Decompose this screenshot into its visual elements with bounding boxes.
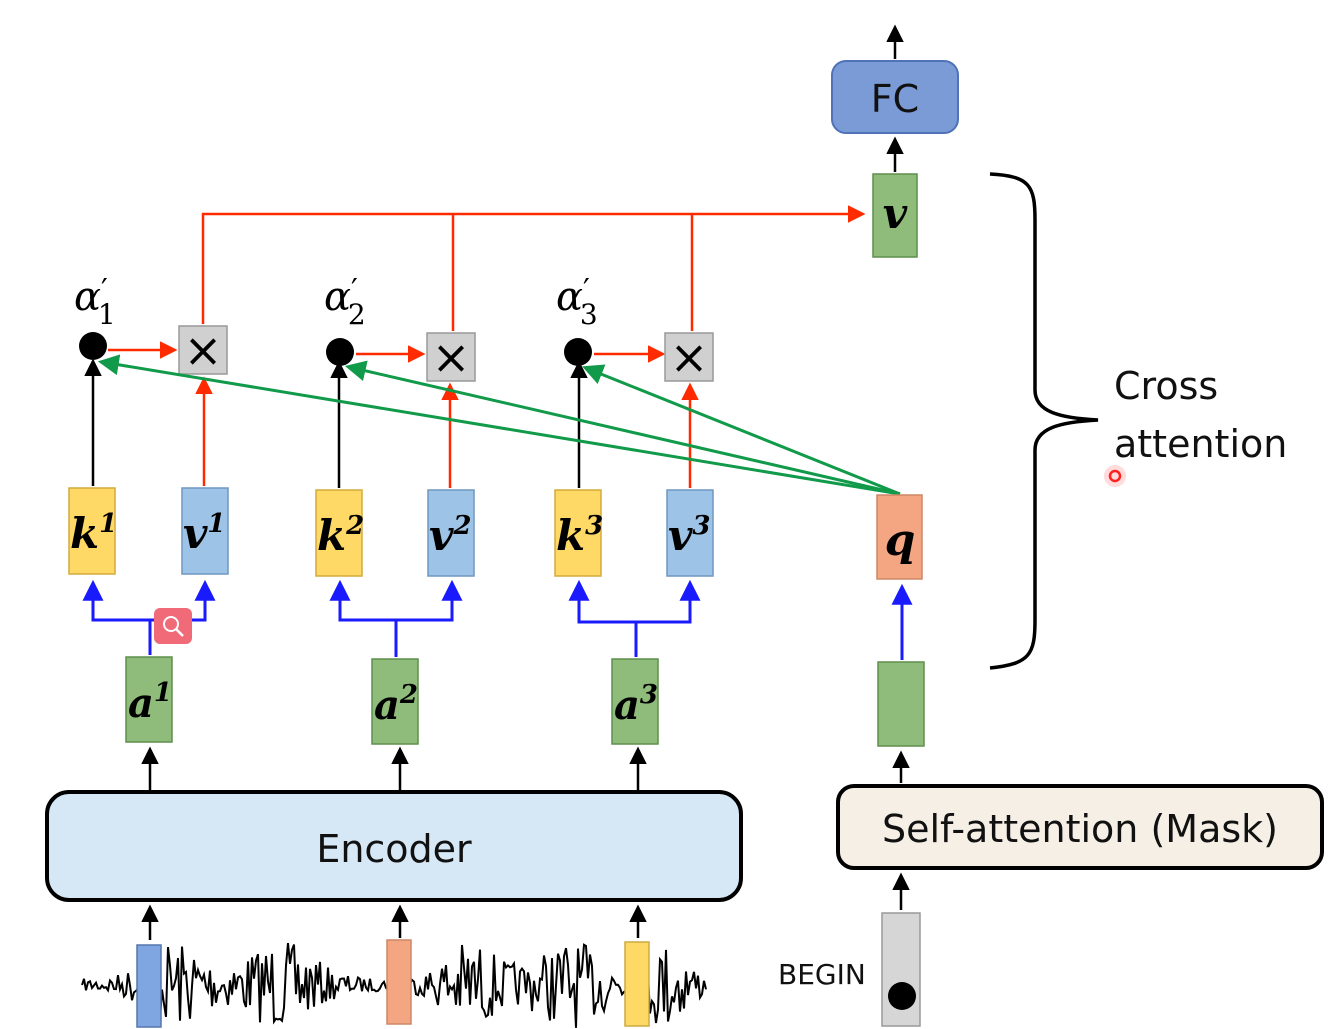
input-frame-2: [386, 939, 412, 1025]
encoder-output-a3: [611, 658, 659, 745]
value-2-label: v2: [429, 511, 472, 560]
key-box-3: [554, 489, 602, 577]
blue-fork-2: [329, 579, 463, 657]
key-2-label: k2: [317, 511, 364, 560]
cross-attention-label-line1: Cross: [1114, 364, 1218, 408]
key-3-label: k3: [556, 511, 603, 560]
begin-label: BEGIN: [778, 958, 866, 991]
pointer-cursor: [1104, 465, 1126, 487]
alpha-dot-1: [79, 332, 107, 360]
value-box-1: [181, 487, 229, 575]
encoder-label: Encoder: [316, 827, 472, 871]
key-box-2: [315, 489, 363, 577]
blue-fork-3: [568, 579, 701, 657]
encoder-box: [45, 790, 743, 902]
begin-dot: [888, 982, 916, 1010]
a3-label: a3: [614, 680, 658, 729]
a2-label: a2: [374, 680, 418, 729]
query-box-q: [876, 494, 923, 580]
value-box-3: [666, 489, 714, 577]
cross-attention-brace: [989, 172, 1099, 670]
fc-label: FC: [871, 77, 919, 121]
fc-box: [831, 60, 959, 134]
encoder-output-a2: [371, 658, 419, 745]
output-vector-v: [872, 173, 918, 258]
alpha-dot-2: [326, 338, 354, 366]
input-frame-1: [136, 944, 162, 1028]
cross-attention-label-line2: attention: [1114, 422, 1287, 466]
alpha-dot-3: [564, 338, 592, 366]
multiply-box-3: [664, 332, 714, 382]
input-frame-3: [624, 941, 650, 1027]
multiply-box-2: [426, 332, 476, 382]
alpha-1-label: α′ 1: [74, 273, 116, 331]
value-3-label: v3: [668, 511, 711, 560]
multiply-icon-3: ×: [670, 330, 709, 384]
weighted-sum-lines: [201, 205, 866, 331]
multiply-box-1: [178, 325, 228, 375]
self-attention-label: Self-attention (Mask): [882, 807, 1278, 851]
alpha-2-label: α′ 2: [324, 273, 366, 331]
value-box-2: [427, 489, 475, 577]
decoder-hidden-vector: [877, 661, 925, 747]
zoom-tool[interactable]: [154, 608, 192, 644]
multiply-icon-2: ×: [432, 330, 471, 384]
zoom-icon: [163, 616, 179, 632]
key-box-1: [68, 487, 116, 575]
value-1-label: v1: [183, 509, 226, 558]
self-attention-box: [836, 784, 1324, 870]
key-1-label: k1: [70, 509, 117, 558]
alpha-3-label: α′ 3: [556, 273, 598, 331]
a1-label: a1: [128, 678, 172, 727]
query-q-label: q: [885, 515, 916, 566]
multiply-icon-1: ×: [184, 323, 223, 377]
output-v-label: v: [883, 189, 908, 238]
query-attention-arrows: [97, 354, 901, 496]
encoder-output-a1: [125, 656, 173, 743]
